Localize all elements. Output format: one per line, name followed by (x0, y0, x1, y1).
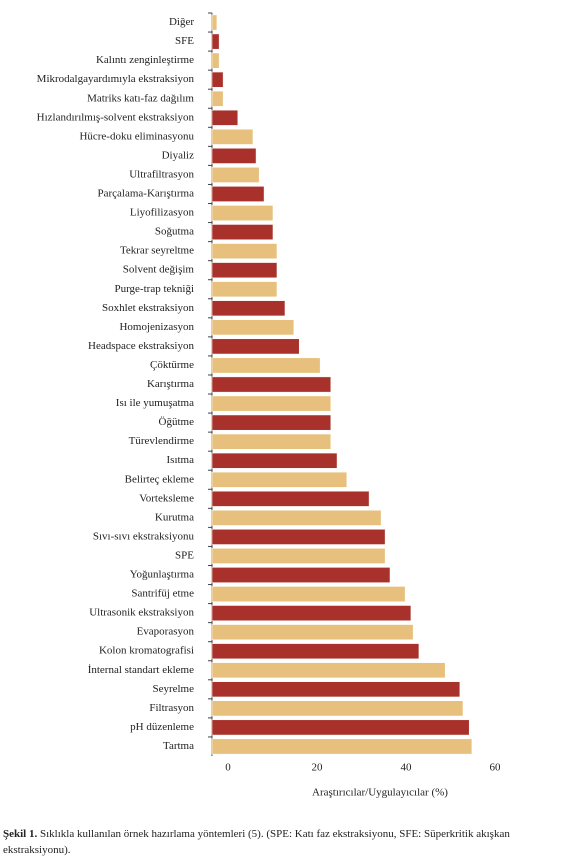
bar (211, 490, 370, 507)
y-tick-label: Hızlandırılmış-solvent ekstraksiyon (37, 111, 195, 123)
bar (211, 148, 257, 164)
bar (211, 71, 224, 88)
y-tick-label: Hücre-doku eliminasyonu (79, 130, 194, 142)
bar (211, 433, 332, 450)
caption-label: Şekil 1. (3, 828, 38, 840)
y-tick-label: Diyaliz (162, 149, 194, 161)
y-tick-label: Liyofilizasyon (130, 207, 195, 219)
bar (211, 452, 338, 469)
bar (211, 643, 420, 660)
bar (211, 567, 391, 583)
y-tick-label: Tekrar seyreltme (120, 245, 194, 257)
y-tick-label: Diğer (169, 16, 194, 28)
bar (211, 681, 461, 698)
bar (211, 52, 220, 69)
y-tick-label: Solvent değişim (123, 264, 195, 276)
bar (211, 281, 278, 298)
y-tick-label: Yoğunlaştırma (130, 569, 194, 581)
y-tick-label: Öğütme (159, 416, 195, 428)
bar (211, 471, 348, 488)
bar (211, 624, 414, 641)
bar (211, 167, 260, 183)
y-tick-label: Santrifüj etme (131, 588, 194, 600)
bar (211, 738, 473, 755)
bar (211, 205, 274, 221)
chart: Araştırıcılar/Uygulayıcılar (%) 0 20 40 60 D… (37, 12, 502, 799)
y-tick-label: Kalıntı zenginleştirme (96, 54, 194, 66)
y-tick-label: Tartma (163, 740, 194, 752)
bar (211, 376, 332, 393)
bar (211, 338, 300, 355)
x-tick-label: 60 (490, 762, 502, 774)
bar (211, 224, 274, 240)
y-tick-label: Isıtma (167, 454, 195, 466)
y-tick-label: Kurutma (155, 511, 194, 523)
bar (211, 90, 224, 107)
bar (211, 700, 464, 717)
bar (211, 529, 386, 545)
y-tick-label: Soğutma (155, 226, 194, 238)
y-tick-label: Ultrasonik ekstraksiyon (89, 607, 194, 619)
bar (211, 262, 278, 279)
bar (211, 109, 239, 126)
bar (211, 243, 278, 260)
y-tick-label: Matriks katı-faz dağılım (87, 92, 194, 104)
y-tick-label: Çöktürme (150, 359, 194, 371)
y-tick-label: SFE (175, 35, 194, 47)
bar (211, 509, 382, 526)
y-tick-label: Evaporasyon (137, 626, 195, 638)
y-tick-label: Parçalama-Karıştırma (97, 188, 194, 200)
y-tick-label: Headspace ekstraksiyon (88, 340, 194, 352)
y-tick-label: Vorteksleme (139, 492, 194, 504)
bar (211, 300, 286, 317)
bar (211, 319, 295, 336)
y-tick-label: Mikrodalgayardımıyla ekstraksiyon (37, 73, 195, 85)
y-tick-label: Ultrafiltrasyon (129, 168, 194, 180)
y-tick-label: Purge-trap tekniği (114, 283, 194, 295)
y-tick-label: Homojenizasyon (119, 321, 194, 333)
bar (211, 548, 386, 564)
bar (211, 395, 332, 412)
bar (211, 186, 265, 202)
y-tick-label: SPE (175, 549, 194, 561)
bar (211, 662, 446, 679)
caption-text: Sıklıkla kullanılan örnek hazırlama yönt… (3, 828, 510, 856)
y-tick-label: Karıştırma (147, 378, 194, 390)
bar (211, 33, 220, 50)
x-axis-label: Araştırıcılar/Uygulayıcılar (%) (312, 787, 448, 799)
y-tick-label: Kolon kromatografisi (99, 645, 194, 657)
y-tick-label: Belirteç ekleme (125, 473, 194, 485)
y-tick-label: Sıvı-sıvı ekstraksiyonu (93, 530, 195, 542)
y-tick-label: Filtrasyon (149, 702, 194, 714)
bar (211, 128, 254, 145)
x-tick-label: 20 (312, 762, 324, 774)
y-tick-label: İnternal standart ekleme (88, 664, 194, 676)
bar (211, 14, 218, 31)
y-tick-label: pH düzenleme (130, 721, 194, 733)
y-tick-label: Soxhlet ekstraksiyon (102, 302, 194, 314)
x-tick-label: 40 (401, 762, 413, 774)
bar (211, 605, 412, 621)
y-tick-label: Türevlendirme (129, 435, 194, 447)
caption: Şekil 1. Sıklıkla kullanılan örnek hazır… (3, 826, 572, 858)
bar (211, 586, 406, 602)
bar (211, 357, 321, 374)
bar (211, 719, 470, 736)
bar (211, 414, 332, 431)
y-tick-label: Isı ile yumuşatma (116, 397, 194, 409)
y-tick-label: Seyrelme (152, 683, 194, 695)
x-tick-label: 0 (225, 762, 231, 774)
